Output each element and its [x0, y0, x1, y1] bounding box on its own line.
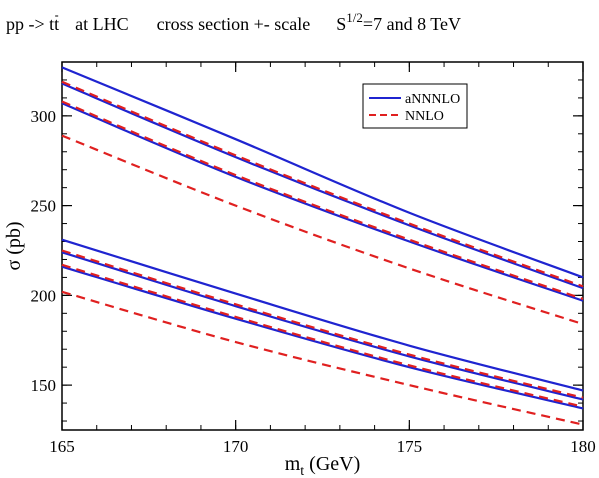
y-tick-label: 200 — [31, 286, 57, 305]
x-tick-label: 170 — [223, 437, 249, 456]
legend-label-nnlo: NNLO — [405, 109, 444, 124]
series-line-nnlo-7tev-central — [61, 263, 584, 408]
series-line-annnlo-8tev-lower — [61, 102, 584, 302]
x-axis-label-subscript: t — [300, 464, 304, 478]
y-axis-label-symbol: σ — [3, 260, 25, 271]
y-tick-label: 250 — [31, 197, 57, 216]
y-tick-label: 300 — [31, 107, 57, 126]
title-collider: at LHC — [75, 14, 129, 34]
axis-tick-labels: 165 170 175 180 150 200 250 300 — [31, 107, 596, 456]
title-process-tbar: t — [54, 14, 59, 34]
axis-ticks — [61, 61, 584, 430]
series-line-nnlo-8tev-central — [61, 100, 584, 300]
series-line-annnlo-7tev-upper — [61, 238, 584, 392]
legend: aNNNLO NNLO — [362, 83, 468, 129]
title-description: cross section +- scale — [157, 14, 311, 34]
plot-frame — [61, 61, 584, 431]
x-tick-label: 165 — [49, 437, 75, 456]
legend-label-annnlo: aNNNLO — [405, 92, 460, 107]
x-axis-label-symbol: m — [285, 453, 301, 475]
title-energy-symbol: S — [336, 14, 346, 34]
series-line-annnlo-7tev-lower — [61, 265, 584, 410]
series-lines — [61, 66, 584, 426]
y-axis-label-unit: (pb) — [3, 221, 25, 259]
series-line-nnlo-8tev-lower — [61, 134, 584, 326]
x-axis-label: mt (GeV) — [285, 453, 361, 478]
series-line-nnlo-8tev-upper — [61, 80, 584, 288]
series-line-annnlo-7tev-central — [61, 251, 584, 401]
series-line-annnlo-8tev-upper — [61, 66, 584, 279]
series-line-annnlo-8tev-central — [61, 82, 584, 290]
legend-box — [362, 83, 468, 129]
x-axis-label-unit: (GeV) — [304, 453, 360, 475]
series-line-nnlo-7tev-upper — [61, 249, 584, 399]
chart-title: pp -> tt at LHC cross section +- scale S1/2… — [6, 10, 461, 34]
series-line-nnlo-7tev-lower — [61, 290, 584, 426]
title-process-prefix: pp -> t — [6, 14, 54, 34]
y-tick-label: 150 — [31, 376, 57, 395]
y-axis-label: σ (pb) — [3, 221, 25, 270]
x-tick-label: 175 — [397, 437, 423, 456]
title-energy-value: =7 and 8 TeV — [363, 14, 461, 34]
x-tick-label: 180 — [570, 437, 596, 456]
title-energy-exponent: 1/2 — [346, 10, 363, 25]
